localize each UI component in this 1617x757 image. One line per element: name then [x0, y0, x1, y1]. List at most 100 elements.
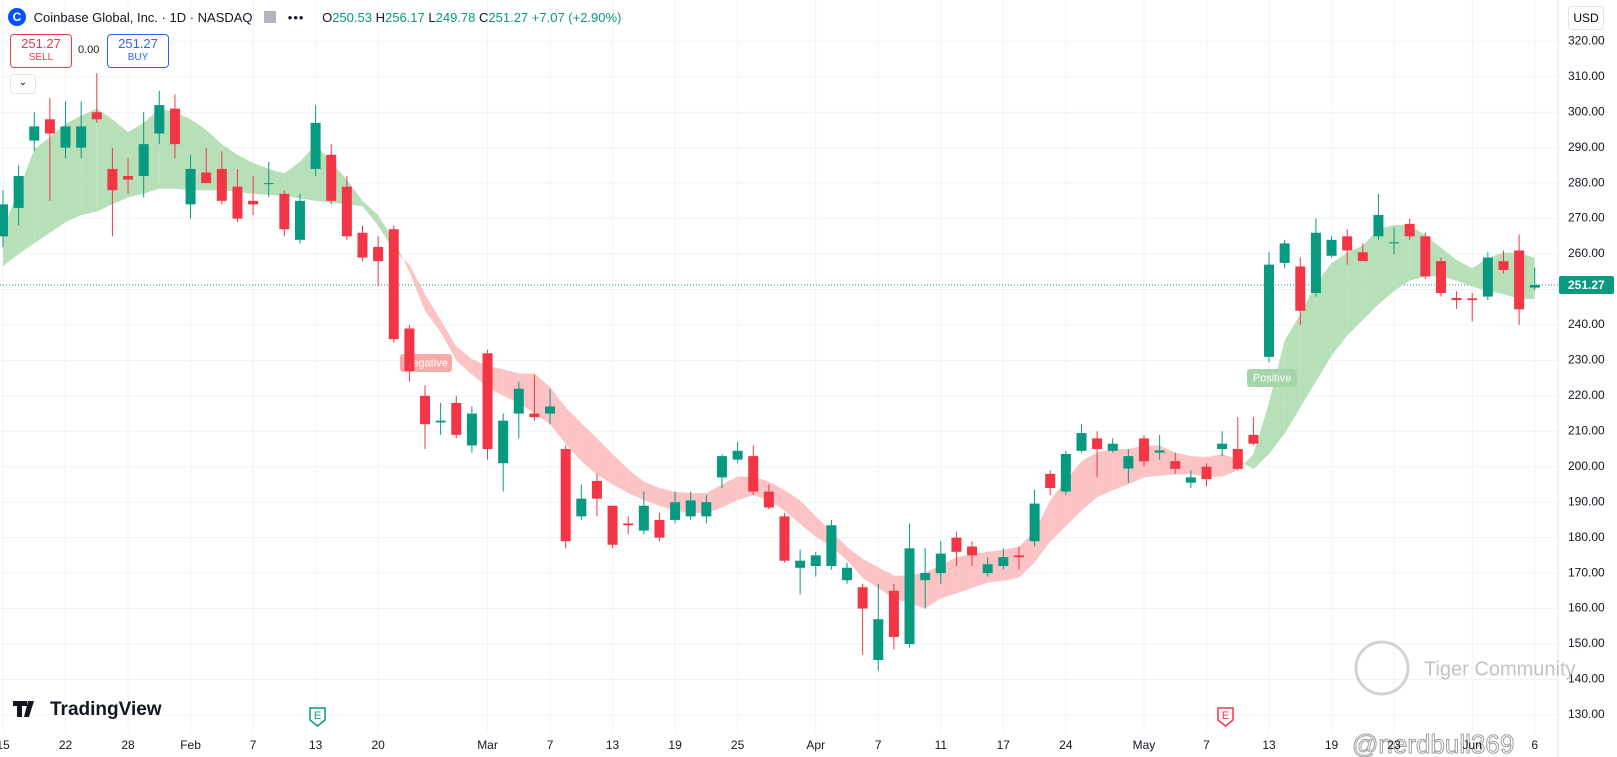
candle-body: [310, 122, 321, 169]
symbol-logo: C: [8, 8, 26, 26]
cloud-segment: [1362, 229, 1379, 320]
candle-body: [1045, 473, 1056, 489]
more-button[interactable]: •••: [287, 9, 305, 25]
x-tick-label: Apr: [806, 738, 825, 752]
y-tick-label: 320.00: [1568, 33, 1605, 47]
c-value: 251.27: [488, 9, 529, 25]
cloud-segment: [362, 200, 379, 226]
x-tick-label: 19: [668, 738, 682, 752]
cloud-segment: [643, 481, 660, 506]
y-tick-label: 300.00: [1568, 104, 1605, 118]
annotation-positive: Positive: [1247, 369, 1297, 387]
candle-body: [1357, 252, 1368, 262]
flag-icon[interactable]: [264, 11, 277, 23]
candle-body: [0, 204, 8, 237]
candle-body: [842, 567, 853, 581]
candle-body: [513, 388, 524, 414]
cloud-segment: [612, 453, 629, 493]
cloud-segment: [1034, 500, 1051, 563]
candle-body: [13, 176, 24, 208]
candle-body: [341, 186, 352, 237]
candle-body: [1342, 236, 1353, 251]
candle-body: [1154, 450, 1165, 453]
cloud-segment: [1081, 452, 1098, 511]
candle-body: [654, 519, 665, 538]
candle-body: [763, 491, 774, 508]
cloud-segment: [425, 294, 441, 333]
price-axis: 130.00 140.00 150.00 160.00 170.00 180.00 190.…: [1557, 0, 1614, 757]
cloud-segment: [34, 137, 50, 244]
candle-body: [60, 126, 71, 148]
candle-body: [76, 126, 87, 148]
x-tick-label: 11: [935, 738, 948, 752]
cloud-segment: [972, 551, 988, 588]
candle-body: [451, 402, 462, 435]
y-tick-label: 170.00: [1568, 565, 1605, 579]
x-tick-label: 20: [371, 738, 385, 752]
candles: [0, 73, 1540, 671]
x-tick-label: 7: [1203, 738, 1210, 752]
candle-body: [1029, 503, 1040, 542]
collapse-button[interactable]: ⌄: [10, 74, 36, 94]
buy-button[interactable]: 251.27 BUY: [107, 34, 169, 68]
candle-body: [279, 193, 290, 230]
candle-body: [748, 456, 759, 492]
candle-body: [1420, 236, 1431, 277]
candle-body: [701, 502, 712, 517]
y-tick-label: 230.00: [1568, 353, 1605, 367]
candle-body: [1060, 453, 1071, 492]
candle-body: [498, 420, 509, 464]
candle-body: [1170, 461, 1181, 469]
c-label: C: [479, 9, 489, 25]
candle-body: [294, 200, 305, 240]
candle-body: [638, 505, 649, 531]
y-tick-label: 280.00: [1568, 175, 1605, 189]
candle-body: [248, 200, 259, 205]
candle-body: [185, 168, 196, 205]
earnings-marker: E: [1217, 707, 1234, 727]
x-tick-label: 17: [997, 738, 1011, 752]
candle-body: [1092, 438, 1103, 450]
cloud-segment: [3, 190, 19, 267]
candle-body: [216, 168, 227, 201]
candle-body: [44, 119, 55, 134]
currency: USD: [1573, 11, 1599, 25]
candle-body: [1482, 257, 1493, 297]
cloud-segment: [1097, 449, 1113, 498]
x-tick-label: 15: [0, 738, 10, 752]
x-tick-label: 6: [1531, 738, 1538, 752]
y-tick-label: 130.00: [1568, 707, 1605, 721]
cloud-segment: [440, 319, 457, 361]
candle-body: [779, 516, 790, 561]
candle-body: [1217, 443, 1228, 450]
cloud-segment: [18, 149, 35, 255]
cloud-segment: [96, 108, 113, 212]
candle-body: [1498, 261, 1509, 270]
candle-body: [326, 154, 337, 201]
x-tick-label: 24: [1059, 738, 1073, 752]
candle-body: [107, 168, 118, 191]
cloud-segment: [1018, 531, 1035, 578]
earnings-icon: [1217, 707, 1234, 727]
candle-body: [466, 413, 477, 446]
candle-body: [951, 537, 962, 552]
last-price-box: [1559, 275, 1614, 294]
currency-button[interactable]: USD: [1568, 6, 1604, 30]
sell-button[interactable]: 251.27 SELL: [10, 34, 72, 68]
y-tick-label: 260.00: [1568, 246, 1605, 260]
change: +7.07 (+2.90%): [531, 9, 622, 25]
cloud-segment: [1347, 245, 1363, 336]
cloud-segment: [862, 558, 879, 588]
candle-body: [435, 420, 446, 423]
candle-body: [920, 573, 931, 581]
candle-body: [1389, 242, 1400, 244]
y-tick-label: 220.00: [1568, 388, 1605, 402]
y-tick-label: 210.00: [1568, 423, 1605, 437]
annotation: Positive: [1253, 372, 1292, 384]
cloud-segment: [581, 423, 597, 475]
cloud-segment: [1050, 479, 1066, 542]
cloud-segment: [721, 476, 738, 508]
cloud-segment: [456, 346, 472, 375]
candle-body: [404, 328, 415, 372]
